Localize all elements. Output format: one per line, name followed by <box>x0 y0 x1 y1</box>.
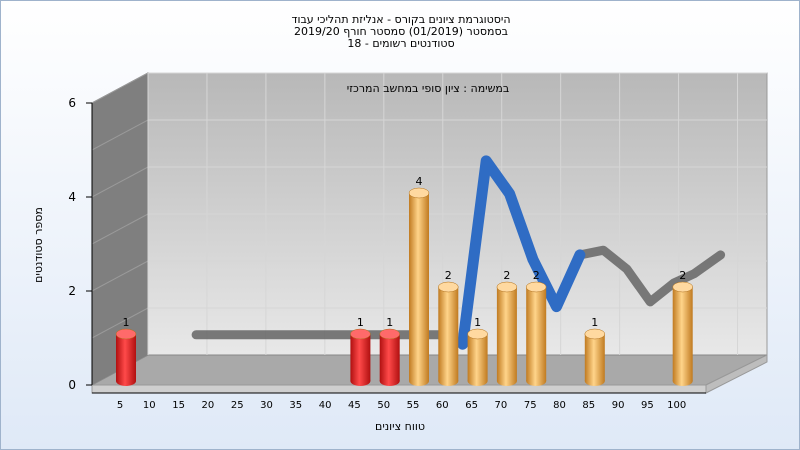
x-axis-label: טווח ציונים <box>375 420 425 433</box>
bar-value-label: 2 <box>679 269 686 282</box>
bar-body <box>526 287 547 381</box>
x-tick-label: 15 <box>172 400 185 411</box>
y-tick-label: 4 <box>68 190 76 204</box>
bar: 1 <box>379 316 400 386</box>
bar-top <box>115 328 137 340</box>
bar-top <box>525 281 547 293</box>
y-tick-label: 6 <box>68 96 76 110</box>
bar-value-label: 1 <box>123 316 130 329</box>
grid-line-side <box>91 119 149 151</box>
bar-top <box>350 328 371 340</box>
bar: 4 <box>408 175 430 386</box>
bar-value-label: 1 <box>474 316 481 329</box>
x-tick-label: 5 <box>117 400 123 411</box>
chart-title-line-1: היסטוגרמת ציונים בקורס - אנליזת תהליכי ע… <box>291 13 511 26</box>
x-tick-label: 95 <box>641 400 654 411</box>
bar-top <box>672 281 693 293</box>
bar-base <box>379 376 400 386</box>
right-wall-edge <box>705 354 768 394</box>
x-tick-label: 30 <box>260 400 273 411</box>
bar-body <box>116 334 136 381</box>
x-tick-label: 80 <box>553 400 566 411</box>
x-tick-label: 25 <box>231 400 244 411</box>
bar-top <box>584 328 606 340</box>
chart-title-line-3: סטודנטים רשומים - 18 <box>347 37 455 50</box>
y-axis: 0 2 4 6 <box>68 96 93 392</box>
bar-value-label: 1 <box>386 316 393 329</box>
bar: 1 <box>584 316 606 386</box>
bar-value-label: 4 <box>416 175 423 188</box>
floor <box>91 354 768 386</box>
y-tick-label: 2 <box>68 284 76 298</box>
bar-base <box>672 376 693 386</box>
chart-title-line-2: בסמסטר (01/2019) סמסטר חורף 2019/20 <box>294 25 508 38</box>
bar: 1 <box>350 316 371 386</box>
bar-base <box>409 376 429 386</box>
bars-group: 1 1 1 4 2 1 2 2 1 2 <box>115 175 693 386</box>
bar-body <box>409 193 429 381</box>
x-tick-label: 65 <box>465 400 478 411</box>
bar: 2 <box>672 269 693 386</box>
x-tick-label: 50 <box>377 400 390 411</box>
bar-body <box>350 334 371 381</box>
bar-top <box>379 328 400 340</box>
x-tick-label: 75 <box>524 400 537 411</box>
bar-body <box>379 334 400 381</box>
bar-value-label: 2 <box>503 269 510 282</box>
x-tick-label: 40 <box>319 400 332 411</box>
grid-line-side <box>91 260 149 292</box>
x-tick-label: 100 <box>667 400 686 411</box>
y-tick-label: 0 <box>68 378 76 392</box>
x-tick-label: 55 <box>407 400 420 411</box>
bar-value-label: 1 <box>357 316 364 329</box>
grid-lines <box>91 72 767 355</box>
bar-top <box>408 187 430 199</box>
bar-base <box>526 376 547 386</box>
x-tick-label: 90 <box>612 400 625 411</box>
x-tick-label: 45 <box>348 400 361 411</box>
x-axis: 5 10 15 20 25 30 35 40 45 50 55 60 65 70 75 80 85 90 95 100 <box>92 392 706 411</box>
grid-line-side <box>91 166 149 198</box>
bar: 1 <box>115 316 137 386</box>
bar-value-label: 2 <box>533 269 540 282</box>
bar: 2 <box>525 269 547 386</box>
x-tick-label: 20 <box>202 400 215 411</box>
x-tick-label: 60 <box>436 400 449 411</box>
bar-value-label: 1 <box>591 316 598 329</box>
x-tick-label: 85 <box>582 400 595 411</box>
bar-body <box>496 287 517 381</box>
chart-subtitle: במשימה : ציון סופי במחשב המרכזי <box>347 82 510 95</box>
bar-base <box>116 376 136 386</box>
x-tick-label: 70 <box>495 400 508 411</box>
bar-body <box>467 334 488 381</box>
bar-top <box>467 328 488 340</box>
x-tick-label: 35 <box>289 400 302 411</box>
bar-base <box>438 376 459 386</box>
grid-line-side <box>91 307 149 339</box>
grid-line-side <box>91 213 149 245</box>
bar: 1 <box>467 316 488 386</box>
bar-top <box>496 281 518 293</box>
bar-value-label: 2 <box>445 269 452 282</box>
y-axis-label: מספר סטודנטים <box>32 207 45 283</box>
trend-ribbon-highlight <box>457 155 586 350</box>
trend-curve <box>191 155 726 350</box>
floor-front-edge <box>91 384 707 394</box>
bar-body <box>438 287 459 381</box>
bar-base <box>584 376 605 386</box>
bar-base <box>350 376 371 386</box>
bar-base <box>496 376 517 386</box>
bar: 2 <box>496 269 518 386</box>
bar-top <box>438 281 459 293</box>
bar-base <box>467 376 488 386</box>
x-tick-label: 10 <box>143 400 156 411</box>
grid-line-side <box>91 72 149 104</box>
bar: 2 <box>438 269 459 386</box>
bar-body <box>672 287 693 381</box>
bar-body <box>584 334 605 381</box>
